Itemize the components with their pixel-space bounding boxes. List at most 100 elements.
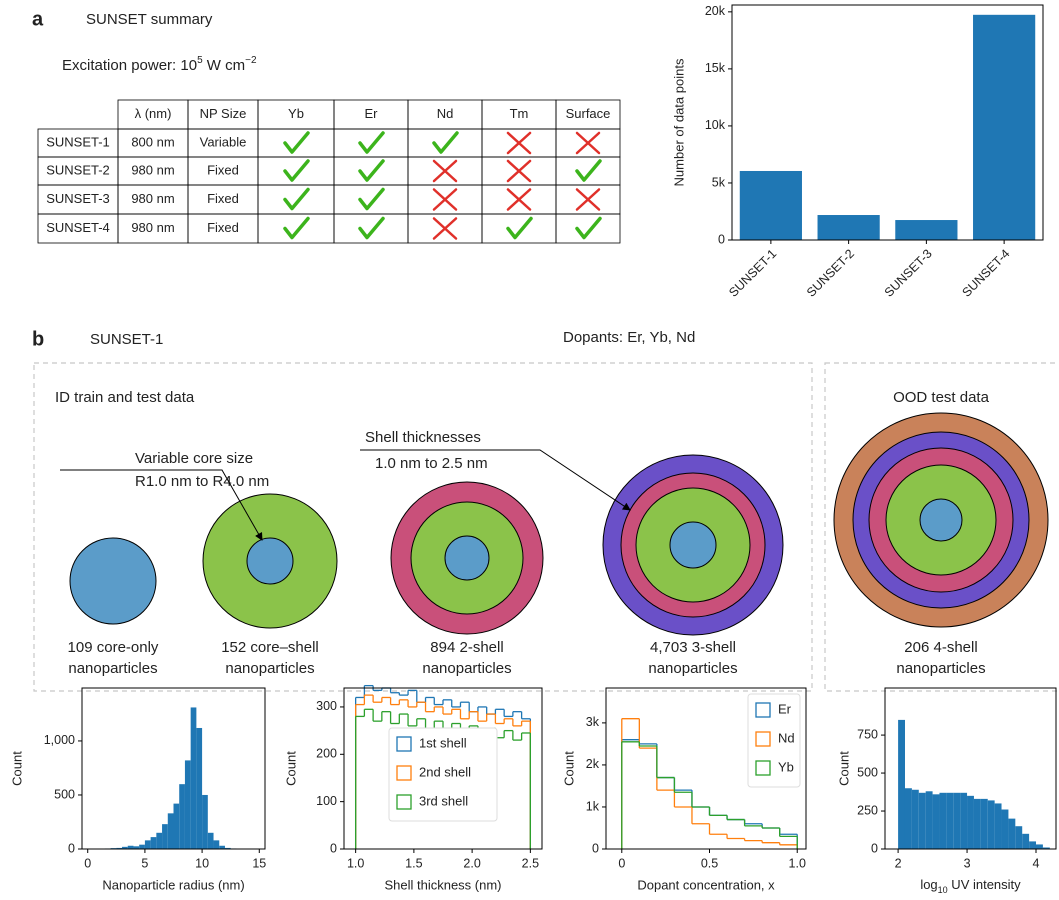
cell [556, 157, 620, 185]
histogram-bar [185, 760, 191, 849]
histogram-bar [196, 728, 202, 849]
x-tick-label: 1.0 [347, 856, 364, 870]
histogram-bar [912, 790, 919, 849]
histogram-bar [974, 799, 981, 849]
y-axis-label: Count [9, 751, 24, 786]
x-axis-label: Nanoparticle radius (nm) [102, 877, 244, 892]
check-mark [577, 219, 600, 238]
y-tick-label: 0 [871, 841, 878, 855]
histogram-bar [202, 795, 208, 849]
particle-caption: nanoparticles [225, 660, 314, 677]
legend-label: Yb [778, 759, 794, 774]
histogram-bar [1002, 810, 1009, 849]
check-mark [285, 133, 308, 152]
y-tick-label: 0 [330, 841, 337, 855]
histogram-bar [1015, 826, 1022, 849]
x-tick-label: 1.0 [789, 856, 806, 870]
x-axis-label-part: log [920, 877, 937, 892]
arrow [512, 450, 630, 510]
y-tick-label: 3k [586, 715, 600, 729]
histogram-bar [919, 793, 926, 849]
box-title: OOD test data [893, 389, 990, 406]
wavelength: 980 nm [131, 162, 174, 177]
histogram-bar [939, 793, 946, 849]
y-tick-label: 1,000 [44, 733, 75, 747]
bar [895, 220, 957, 240]
histogram-bar [179, 784, 185, 849]
column-header: NP Size [200, 106, 247, 121]
cross-mark [508, 133, 530, 153]
histogram-bar [208, 833, 214, 849]
core [445, 536, 489, 580]
captions: 109 core-onlynanoparticles152 core–shell… [68, 639, 986, 677]
x-tick-label: SUNSET-1 [726, 247, 779, 300]
text: Excitation power: 10 [62, 57, 197, 74]
superscript: −2 [245, 55, 257, 66]
cell [258, 214, 334, 243]
particle-caption: nanoparticles [896, 660, 985, 677]
histogram-bar [953, 793, 960, 849]
annotation: 1.0 nm to 2.5 nm [375, 455, 488, 472]
histogram-bar [898, 720, 905, 849]
particle-caption: 4,703 3-shell [650, 639, 736, 656]
y-tick-label: 20k [705, 4, 726, 18]
histogram-bar [214, 840, 220, 849]
np-size: Fixed [207, 220, 239, 235]
cross-mark [434, 219, 456, 239]
x-tick-label: SUNSET-2 [804, 247, 857, 300]
column-header: Surface [566, 106, 611, 121]
y-tick-label: 300 [316, 699, 337, 713]
particle-caption: nanoparticles [68, 660, 157, 677]
particle-caption: nanoparticles [648, 660, 737, 677]
histogram-bar [145, 840, 151, 849]
histogram-bar [174, 804, 180, 849]
histogram-bar [926, 791, 933, 849]
y-tick-label: 500 [857, 765, 878, 779]
x-tick-label: SUNSET-4 [959, 247, 1012, 300]
annotation: R1.0 nm to R4.0 nm [135, 473, 269, 490]
particle-caption: 109 core-only [68, 639, 159, 656]
histogram-bar [162, 824, 168, 849]
check-mark [434, 133, 457, 152]
cell [334, 129, 408, 157]
bar [818, 215, 880, 240]
column-header: Yb [288, 106, 304, 121]
panel-label: b [32, 328, 44, 350]
y-tick-label: 100 [316, 794, 337, 808]
cell [482, 214, 556, 243]
y-axis-label: Number of data points [671, 58, 686, 186]
cross-mark [508, 190, 530, 210]
y-tick-label: 200 [316, 747, 337, 761]
wavelength: 800 nm [131, 134, 174, 149]
cell [334, 214, 408, 243]
text: W cm [203, 57, 246, 74]
panel-title: SUNSET summary [86, 11, 213, 28]
annotation: Shell thicknesses [365, 429, 481, 446]
check-mark [285, 161, 308, 180]
cell [334, 185, 408, 214]
core [920, 499, 962, 541]
particles [70, 413, 1048, 635]
cell [258, 157, 334, 185]
np-size: Fixed [207, 191, 239, 206]
x-axis-label: Shell thickness (nm) [384, 877, 501, 892]
check-mark [285, 190, 308, 209]
cross-mark [577, 133, 599, 153]
histogram-bar [933, 794, 940, 849]
histogram-bar [995, 803, 1002, 849]
y-tick-label: 2k [586, 757, 600, 771]
core [247, 538, 293, 584]
x-tick-label: 3 [964, 856, 971, 870]
y-tick-label: 0 [68, 841, 75, 855]
panel-title: SUNSET-1 [90, 331, 163, 348]
check-mark [360, 190, 383, 209]
cell [258, 129, 334, 157]
y-tick-label: 0 [718, 232, 725, 246]
histogram-bar [988, 800, 995, 849]
y-axis-label: Count [283, 751, 298, 786]
cross-mark [508, 161, 530, 181]
check-mark [360, 219, 383, 238]
dopants-note: Dopants: Er, Yb, Nd [563, 329, 695, 346]
legend-label: Nd [778, 730, 795, 745]
histogram-bar [1036, 844, 1043, 849]
